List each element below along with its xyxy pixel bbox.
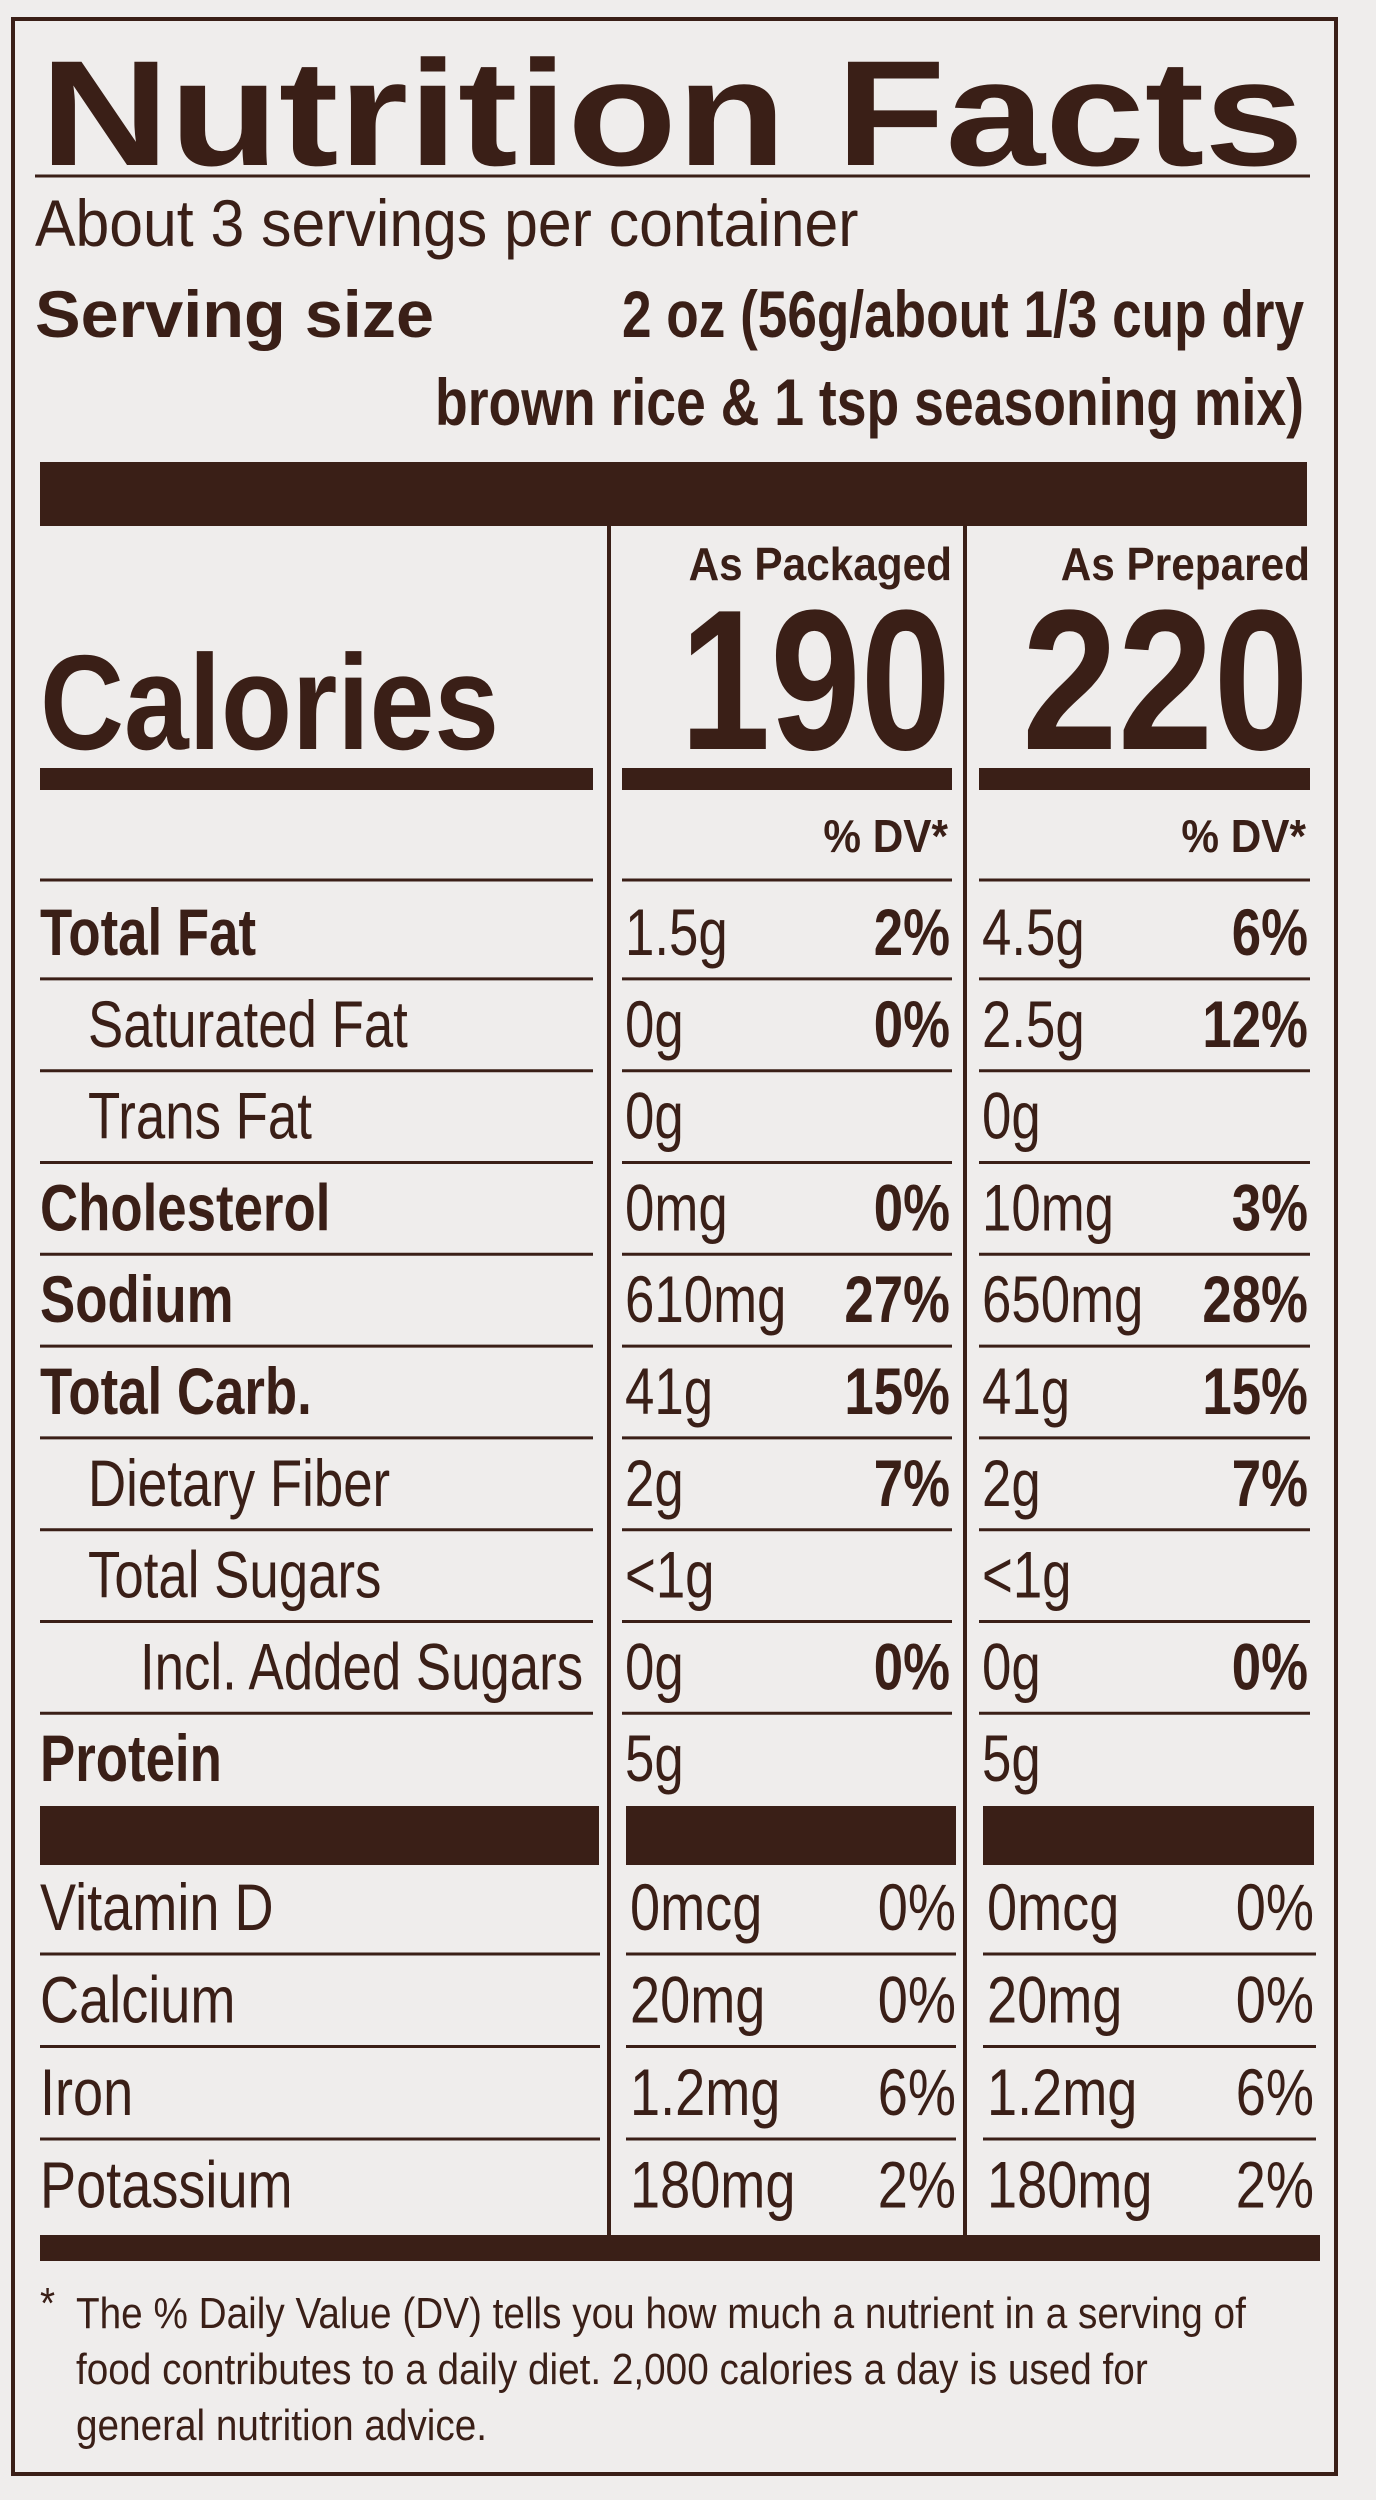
nutrient-dv: 6% [1232,895,1308,969]
calories-bar [40,768,593,790]
nutrient-amount: 2g [625,1446,684,1520]
nutrient-dv: 0% [874,1630,950,1704]
calories-bar [622,768,952,790]
nutrient-dv: 0% [874,987,950,1061]
nutrient-amount: <1g [982,1538,1072,1612]
nutrient-dv: 15% [844,1354,950,1428]
nutrient-amount: 650mg [982,1263,1143,1337]
nutrient-dv: 27% [844,1263,950,1337]
nutrient-dv: 28% [1202,1263,1308,1337]
nutrient-dv: 15% [1202,1354,1308,1428]
footnote-line: The % Daily Value (DV) tells you how muc… [76,2288,1246,2338]
vitamin-amount: 1.2mg [630,2055,780,2129]
nutrient-amount: <1g [625,1538,715,1612]
servings: About 3 servings per container [35,188,858,261]
nutrient-name: Total Carb. [40,1354,312,1428]
nutrient-amount: 0g [625,1630,684,1704]
thick-bar [40,462,1307,526]
serving-size-value: 2 oz (56g/about 1/3 cup dry [622,277,1304,351]
nutrient-amount: 0g [625,1079,684,1153]
nutrient-name: Saturated Fat [88,987,408,1061]
nutrient-amount: 2g [982,1446,1041,1520]
footnote-line: food contributes to a daily diet. 2,000 … [76,2344,1148,2394]
dv-header: % DV* [823,811,948,862]
vitamin-amount: 1.2mg [987,2055,1137,2129]
calories-label: Calories [40,627,499,778]
vitamin-name: Calcium [40,1962,235,2036]
vitamin-amount: 0mcg [987,1870,1119,1944]
border [11,17,1338,2476]
bottom-bar [40,2235,1320,2261]
nutrient-dv: 3% [1232,1171,1308,1245]
vitamin-dv: 0% [1236,1962,1314,2036]
nutrient-amount: 5g [625,1722,684,1796]
nutrient-name: Total Fat [40,895,256,969]
nutrient-amount: 610mg [625,1263,786,1337]
vitamin-name: Iron [40,2055,133,2129]
vitamin-dv: 0% [878,1870,956,1944]
vitamin-name: Vitamin D [40,1870,274,1944]
nutrient-name: Total Sugars [88,1538,381,1612]
vitamin-dv: 2% [878,2147,956,2221]
vitamin-name: Potassium [40,2147,293,2221]
nutrient-dv: 12% [1202,987,1308,1061]
nutrient-amount: 1.5g [625,895,728,969]
calories-value: 190 [680,569,951,792]
vitamin-dv: 0% [878,1962,956,2036]
nutrient-dv: 7% [1232,1446,1308,1520]
calories-value: 220 [1022,569,1309,792]
section-bar [983,1806,1314,1865]
serving-size-value: brown rice & 1 tsp seasoning mix) [435,365,1304,439]
nutrient-amount: 0g [982,1630,1041,1704]
nutrient-amount: 5g [982,1722,1041,1796]
nutrient-amount: 4.5g [982,895,1085,969]
footnote-marker: * [40,2278,55,2328]
dv-header: % DV* [1181,811,1306,862]
nutrient-dv: 7% [874,1446,950,1520]
nutrient-name: Trans Fat [88,1079,312,1153]
nutrient-dv: 0% [1232,1630,1308,1704]
nutrient-name: Cholesterol [40,1171,330,1245]
nutrient-name: Protein [40,1722,222,1796]
column-header: As Packaged [689,539,952,590]
footnote-line: general nutrition advice. [76,2400,487,2450]
nutrient-amount: 10mg [982,1171,1114,1245]
nutrient-dv: 2% [874,895,950,969]
nutrient-amount: 0mg [625,1171,728,1245]
nutrient-dv: 0% [874,1171,950,1245]
vitamin-dv: 6% [878,2055,956,2129]
column-header: As Prepared [1061,539,1310,590]
nutrient-amount: 2.5g [982,987,1085,1061]
nutrient-name: Dietary Fiber [88,1446,390,1520]
nutrient-amount: 41g [625,1354,713,1428]
vitamin-amount: 20mg [987,1962,1122,2036]
nutrient-name: Incl. Added Sugars [140,1630,583,1704]
vitamin-amount: 0mcg [630,1870,762,1944]
vitamin-dv: 0% [1236,1870,1314,1944]
section-bar [40,1806,599,1865]
vitamin-dv: 6% [1236,2055,1314,2129]
serving-size-label: Serving size [35,277,434,351]
vitamin-amount: 180mg [987,2147,1152,2221]
vitamin-amount: 180mg [630,2147,795,2221]
section-bar [626,1806,956,1865]
calories-bar [979,768,1310,790]
nutrient-name: Sodium [40,1263,234,1337]
vitamin-amount: 20mg [630,1962,765,2036]
vitamin-dv: 2% [1236,2147,1314,2221]
nutrient-amount: 0g [982,1079,1041,1153]
title: Nutrition Facts [40,29,1304,197]
nutrient-amount: 41g [982,1354,1070,1428]
nutrient-amount: 0g [625,987,684,1061]
